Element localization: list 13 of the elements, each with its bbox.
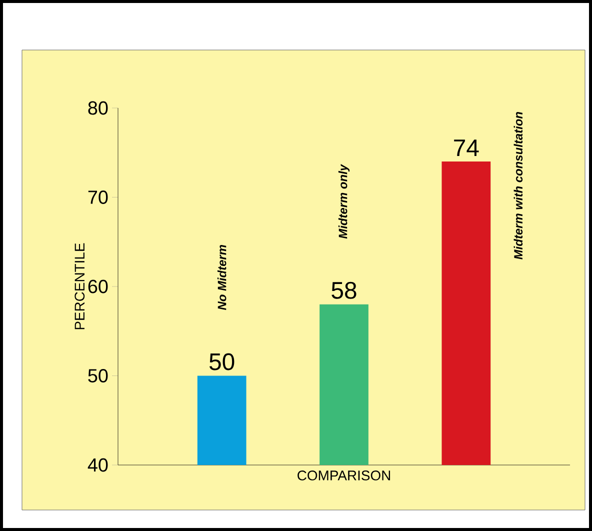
- y-tick-label: 80: [88, 101, 108, 115]
- x-tick-label: No Midterm: [217, 244, 226, 310]
- data-label: 74: [454, 140, 479, 156]
- y-tick-label: 70: [88, 190, 108, 204]
- y-tick-label: 40: [88, 458, 108, 472]
- data-label: 58: [332, 282, 356, 299]
- y-tick-label: 60: [88, 280, 108, 294]
- x-axis-title: COMPARISON: [298, 470, 390, 480]
- x-tick-label: Midterm with consultation: [514, 112, 523, 260]
- y-tick-label: 50: [88, 369, 108, 382]
- data-label: 50: [209, 353, 234, 370]
- y-axis-title: PERCENTILE: [74, 243, 85, 330]
- x-tick-label: Midterm only: [338, 164, 350, 239]
